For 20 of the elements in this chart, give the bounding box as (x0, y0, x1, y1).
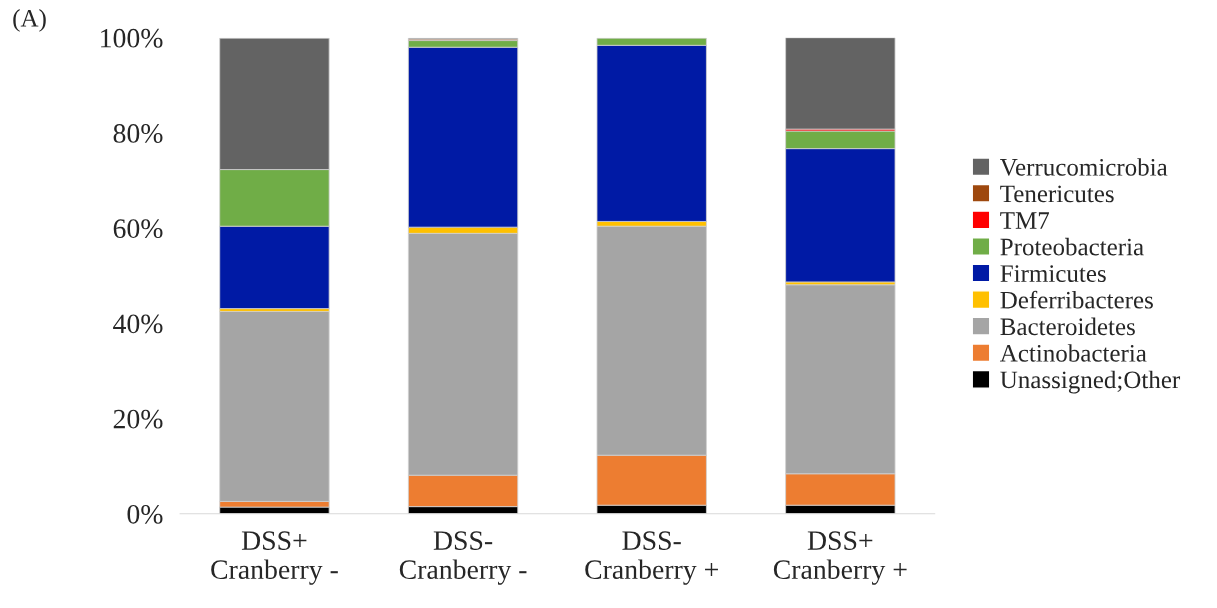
legend-label: Verrucomicrobia (1000, 158, 1168, 176)
y-tick-label: 0% (127, 504, 163, 524)
legend-label: Firmicutes (1000, 265, 1106, 283)
legend-label: Actinobacteria (999, 344, 1147, 362)
x-tick-label: DSS+ Cranberry - (211, 531, 338, 585)
y-tick-label: 20% (113, 409, 163, 429)
legend-label: TM7 (1000, 212, 1050, 229)
y-tick-label: 100% (101, 28, 163, 48)
legend-label: Bacteroidetes (1000, 317, 1135, 336)
legend-label: Proteobacteria (1000, 237, 1144, 256)
legend-label: Deferribacteres (1000, 290, 1153, 309)
legend-label: Unassigned;Other (1000, 370, 1181, 394)
x-tick-label: DSS- Cranberry - (399, 531, 527, 585)
y-tick-label: 80% (113, 124, 163, 143)
x-tick-label: DSS- Cranberry + (585, 531, 718, 585)
legend-label: Tenericutes (1000, 185, 1114, 203)
y-tick-label: 40% (113, 314, 163, 334)
text: (A) (13, 9, 46, 32)
y-tick-label: 60% (113, 219, 163, 239)
x-tick-label: DSS+ Cranberry + (773, 531, 907, 585)
